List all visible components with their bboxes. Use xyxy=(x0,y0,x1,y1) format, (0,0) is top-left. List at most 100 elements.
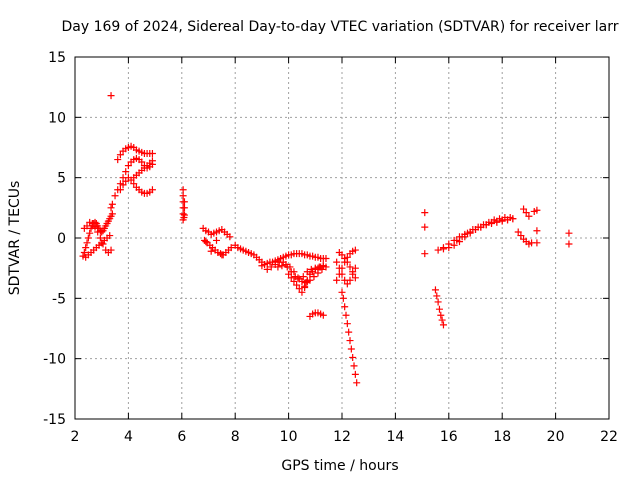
x-tick-label: 18 xyxy=(493,429,511,445)
grid-lines xyxy=(75,57,609,419)
data-point xyxy=(506,213,514,221)
data-point xyxy=(108,200,116,208)
data-point xyxy=(433,292,441,300)
x-tick-labels: 2 4 6 8 10 12 14 16 18 20 22 xyxy=(71,429,618,445)
data-point xyxy=(94,228,102,236)
data-point xyxy=(119,181,127,189)
data-point xyxy=(353,379,361,387)
x-axis-label: GPS time / hours xyxy=(281,458,398,474)
data-point xyxy=(180,198,188,206)
data-point xyxy=(349,353,357,361)
data-point xyxy=(107,92,115,100)
data-point xyxy=(179,210,187,218)
y-tick-label: -15 xyxy=(43,412,66,428)
data-point xyxy=(333,258,341,266)
data-point xyxy=(347,345,355,353)
data-point xyxy=(213,236,221,244)
data-point xyxy=(108,210,116,218)
data-point xyxy=(341,255,349,263)
data-point xyxy=(278,262,286,270)
data-point xyxy=(287,274,295,282)
data-point xyxy=(421,209,429,217)
x-tick-label: 12 xyxy=(333,429,351,445)
data-point xyxy=(138,158,146,166)
data-point xyxy=(106,232,114,240)
data-point xyxy=(342,311,350,319)
data-point xyxy=(310,273,318,281)
data-point xyxy=(274,263,282,271)
data-point xyxy=(82,244,90,252)
data-point xyxy=(438,316,446,324)
x-tick-label: 8 xyxy=(231,429,240,445)
data-point xyxy=(322,255,330,263)
data-point xyxy=(180,211,188,219)
data-points xyxy=(79,92,573,387)
data-point xyxy=(339,294,347,302)
data-point xyxy=(80,248,88,256)
data-point xyxy=(88,220,96,228)
data-point xyxy=(319,311,327,319)
data-point xyxy=(525,212,533,220)
data-point xyxy=(84,234,92,242)
data-point xyxy=(533,227,541,235)
data-point xyxy=(351,370,359,378)
data-point xyxy=(179,192,187,200)
data-point xyxy=(286,263,294,271)
data-point xyxy=(463,229,471,237)
data-point xyxy=(267,263,275,271)
y-tick-label: 0 xyxy=(57,231,66,247)
data-point xyxy=(341,303,349,311)
data-point xyxy=(346,263,354,271)
data-point xyxy=(282,261,290,269)
y-axis-label: SDTVAR / TECUs xyxy=(7,181,23,296)
data-point xyxy=(439,244,447,252)
data-point xyxy=(290,268,298,276)
y-tick-label: 5 xyxy=(57,171,66,187)
data-point xyxy=(349,268,357,276)
data-point xyxy=(437,311,445,319)
y-tick-label: -10 xyxy=(43,352,66,368)
data-point xyxy=(86,229,94,237)
data-point xyxy=(148,157,156,165)
data-point xyxy=(116,186,124,194)
data-point xyxy=(496,215,504,223)
data-point xyxy=(148,150,156,158)
data-point xyxy=(179,186,187,194)
data-point xyxy=(226,233,234,241)
data-point xyxy=(351,264,359,272)
data-point xyxy=(107,246,115,254)
data-point xyxy=(469,226,477,234)
data-point xyxy=(218,251,226,259)
x-tick-label: 4 xyxy=(124,429,133,445)
data-point xyxy=(435,305,443,313)
data-point xyxy=(83,239,91,247)
x-tick-label: 22 xyxy=(600,429,618,445)
data-point xyxy=(520,205,528,213)
data-point xyxy=(298,288,306,296)
x-tick-label: 20 xyxy=(547,429,565,445)
data-point xyxy=(122,168,130,176)
data-point xyxy=(290,277,298,285)
x-tick-label: 16 xyxy=(440,429,458,445)
data-point xyxy=(263,265,271,273)
data-point xyxy=(180,204,188,212)
data-point xyxy=(202,238,210,246)
data-point xyxy=(431,286,439,294)
data-point xyxy=(533,239,541,247)
data-point xyxy=(343,320,351,328)
data-point xyxy=(335,270,343,278)
data-point xyxy=(474,223,482,231)
data-point xyxy=(114,156,122,164)
data-point xyxy=(338,264,346,272)
data-point xyxy=(346,276,354,284)
x-tick-label: 2 xyxy=(71,429,80,445)
y-tick-labels: 15 10 5 0 -5 -10 -15 xyxy=(43,50,66,428)
data-point xyxy=(124,162,132,170)
data-point xyxy=(350,362,358,370)
x-tick-label: 6 xyxy=(177,429,186,445)
data-point xyxy=(445,240,453,248)
data-point xyxy=(343,280,351,288)
data-point xyxy=(319,262,327,270)
data-point xyxy=(565,240,573,248)
